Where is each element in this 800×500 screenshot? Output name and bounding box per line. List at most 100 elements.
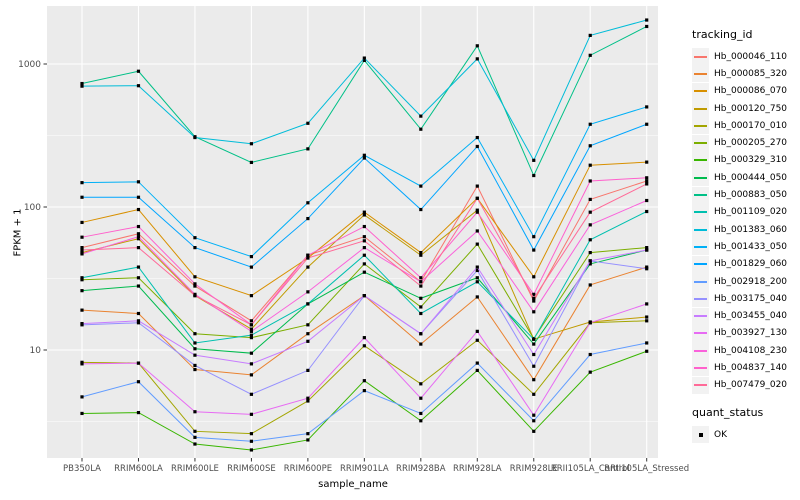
data-point — [249, 373, 254, 377]
data-point — [249, 254, 254, 259]
legend-key-line-icon — [694, 90, 707, 93]
legend-key-line-icon — [694, 72, 707, 75]
legend-key-swatch — [692, 169, 709, 187]
data-point — [419, 411, 423, 416]
data-point — [475, 57, 479, 61]
data-point — [475, 361, 479, 365]
data-point — [419, 253, 423, 257]
series-Hb_003455_040 — [80, 248, 649, 366]
data-point — [80, 81, 84, 86]
data-point — [306, 147, 310, 151]
data-point — [645, 160, 649, 164]
series-Hb_000205_270 — [80, 242, 649, 341]
data-point — [532, 352, 536, 357]
data-point — [362, 389, 366, 393]
data-point — [193, 135, 197, 140]
data-point — [136, 232, 141, 236]
data-point — [80, 84, 84, 88]
y-axis-title: FPKM + 1 — [12, 208, 24, 257]
data-point — [193, 435, 197, 439]
legend-item-label: Hb_003927_130 — [714, 328, 788, 339]
data-point — [193, 246, 197, 250]
data-point — [588, 259, 592, 263]
legend-key-line-icon — [694, 332, 707, 335]
legend-items: Hb_000046_110 Hb_000085_320 Hb_000086_070 H… — [692, 48, 800, 394]
legend-item-label: Hb_000883_050 — [714, 190, 788, 201]
data-point — [193, 363, 197, 368]
legend-item-label: Hb_003175_040 — [714, 293, 788, 304]
data-point — [645, 18, 649, 22]
x-tick-label: RRIM600PE — [284, 464, 332, 474]
legend-item-Hb_001109_020: Hb_001109_020 — [692, 203, 800, 221]
data-point — [193, 367, 197, 372]
data-point — [419, 305, 423, 309]
data-point — [80, 395, 84, 399]
data-point — [306, 290, 310, 294]
data-point — [249, 265, 254, 269]
data-point — [80, 278, 84, 282]
data-point — [362, 246, 366, 250]
data-point — [532, 378, 536, 382]
legend-key-line-icon — [694, 142, 707, 145]
data-point — [588, 250, 592, 255]
data-point — [475, 44, 479, 48]
legend-item-Hb_001829_060: Hb_001829_060 — [692, 255, 800, 273]
data-point — [532, 419, 536, 423]
legend-item-label: Hb_007479_020 — [714, 380, 788, 391]
data-point — [249, 329, 254, 333]
data-point — [419, 342, 423, 346]
data-point — [362, 156, 366, 160]
data-point — [419, 396, 423, 400]
legend-key-swatch — [692, 238, 709, 256]
data-point — [80, 289, 84, 293]
data-point — [475, 329, 479, 333]
legend-item-label: Hb_000046_110 — [714, 51, 788, 62]
legend-item-label: Hb_000086_070 — [714, 86, 788, 97]
data-point — [136, 319, 141, 323]
legend-item-quant-ok: OK — [692, 426, 800, 444]
data-point — [362, 344, 366, 348]
data-point — [362, 153, 366, 157]
data-point — [306, 323, 310, 327]
data-point — [362, 224, 366, 229]
data-point — [80, 235, 84, 239]
legend-item-label: Hb_001383_060 — [714, 224, 788, 235]
data-point — [588, 179, 592, 183]
x-tick-label: RRIM600SE — [227, 464, 276, 474]
data-point — [645, 319, 649, 323]
data-point — [80, 181, 84, 185]
data-point — [249, 412, 254, 416]
data-point — [193, 332, 197, 336]
data-point — [588, 210, 592, 214]
data-point — [419, 382, 423, 386]
legend-key-swatch — [692, 273, 709, 290]
data-point — [362, 213, 366, 217]
data-point — [136, 284, 141, 288]
y-tick-label: 100 — [24, 203, 41, 213]
data-point — [249, 323, 254, 327]
data-point — [532, 158, 536, 162]
data-point — [136, 380, 141, 384]
data-point — [80, 246, 84, 250]
legend-item-Hb_003175_040: Hb_003175_040 — [692, 290, 800, 308]
legend-key-line-icon — [694, 194, 707, 197]
data-point — [645, 176, 649, 180]
data-point — [588, 33, 592, 37]
data-point — [136, 311, 141, 316]
legend-key-line-icon — [694, 297, 707, 300]
data-point — [475, 144, 479, 149]
data-point — [645, 182, 649, 186]
data-point — [645, 248, 649, 252]
data-point — [249, 432, 254, 436]
legend-item-Hb_004837_140: Hb_004837_140 — [692, 359, 800, 377]
legend-item-label: Hb_000205_270 — [714, 138, 788, 149]
data-point — [306, 121, 310, 125]
legend-key-line-icon — [694, 159, 707, 162]
data-point — [475, 210, 479, 214]
data-point — [249, 336, 254, 340]
data-point — [645, 122, 649, 126]
legend-key-swatch — [692, 359, 709, 377]
data-point — [306, 438, 310, 442]
legend-key-swatch — [692, 82, 709, 100]
